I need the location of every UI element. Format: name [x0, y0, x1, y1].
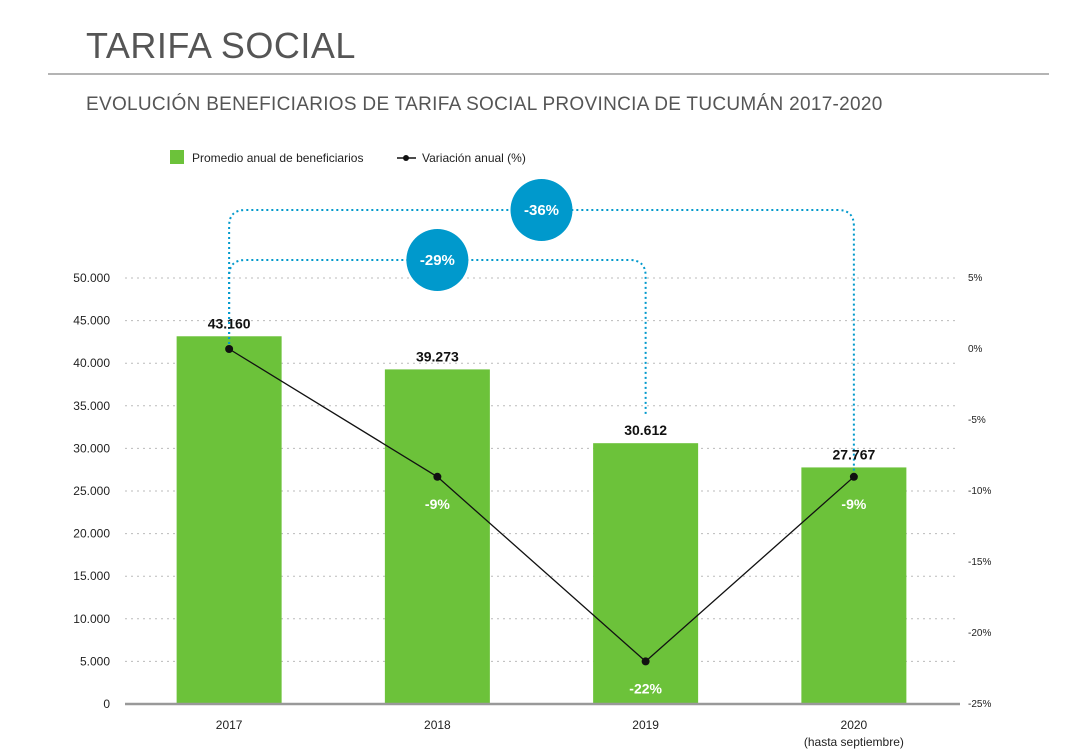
y-axis-right: 5% 0% -5% -10% -15% -20% -25%	[968, 273, 991, 710]
y-left-tick-label: 45.000	[73, 314, 110, 328]
line-point-2019	[641, 657, 650, 666]
bar-value-label: 30.612	[624, 422, 667, 438]
y-right-tick-label: -10%	[968, 486, 991, 497]
y-right-tick-label: -20%	[968, 628, 991, 639]
line-point-2017	[225, 345, 234, 353]
y-right-tick-label: 0%	[968, 344, 983, 355]
legend-line-label: Variación anual (%)	[422, 151, 526, 165]
comparison-brackets: -29% -36%	[228, 179, 855, 477]
x-tick-label: 2017	[216, 718, 243, 732]
line-point-2020	[849, 472, 858, 481]
y-right-tick-label: -25%	[968, 699, 991, 710]
x-tick-label: 2018	[424, 718, 451, 732]
bracket-connector	[228, 209, 855, 477]
comparison-bubble	[510, 179, 573, 241]
y-right-tick-label: 5%	[968, 273, 983, 284]
bar-value-labels: 43.160 39.273 30.612 27.767	[208, 315, 876, 462]
bar-2020	[801, 467, 907, 704]
line-point-2018	[433, 472, 442, 481]
line-path	[228, 348, 855, 663]
legend-bar-swatch	[170, 150, 184, 164]
y-left-tick-label: 15.000	[73, 569, 110, 583]
bars	[176, 336, 907, 704]
legend-bar-label: Promedio anual de beneficiarios	[192, 151, 363, 165]
x-tick-sublabel: (hasta septiembre)	[804, 735, 904, 749]
variation-label: -22%	[629, 680, 662, 696]
y-left-tick-label: 50.000	[73, 271, 110, 285]
legend: Promedio anual de beneficiarios Variació…	[170, 150, 526, 165]
bar-value-label: 43.160	[208, 315, 251, 331]
variation-line: -9% -22% -9%	[225, 345, 867, 696]
y-left-tick-label: 10.000	[73, 612, 110, 626]
comparison-bubble-label: -36%	[524, 202, 559, 219]
y-left-tick-label: 30.000	[73, 441, 110, 455]
x-axis-labels: 2017 2018 2019 2020 (hasta septiembre)	[216, 718, 904, 749]
y-left-tick-label: 0	[103, 697, 110, 711]
x-tick-label: 2019	[632, 718, 659, 732]
y-left-tick-label: 35.000	[73, 399, 110, 413]
bar-value-label: 27.767	[832, 446, 875, 462]
bar-2017	[176, 336, 282, 704]
y-left-tick-label: 40.000	[73, 356, 110, 370]
page-subtitle: EVOLUCIÓN BENEFICIARIOS DE TARIFA SOCIAL…	[86, 93, 883, 115]
y-right-tick-label: -5%	[968, 415, 986, 426]
legend-line-marker	[403, 155, 409, 161]
variation-label: -9%	[425, 496, 450, 512]
y-left-tick-label: 20.000	[73, 527, 110, 541]
comparison-bubble-label: -29%	[420, 252, 455, 269]
y-axis-left: 0 5.000 10.000 15.000 20.000 25.000 30.000 35.0…	[73, 271, 110, 711]
y-right-tick-label: -15%	[968, 557, 991, 568]
comparison-bubble	[406, 229, 469, 291]
page-title: TARIFA SOCIAL	[86, 25, 356, 66]
bar-value-label: 39.273	[416, 348, 459, 364]
y-left-tick-label: 25.000	[73, 484, 110, 498]
x-tick-label: 2020	[841, 718, 868, 732]
variation-label: -9%	[841, 496, 866, 512]
y-left-tick-label: 5.000	[80, 654, 110, 668]
bar-2018	[384, 369, 490, 704]
